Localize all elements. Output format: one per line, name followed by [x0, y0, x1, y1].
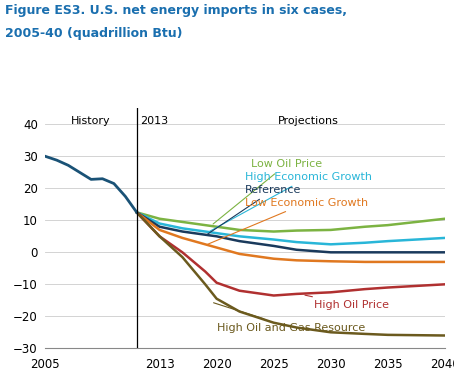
Text: 2005-40 (quadrillion Btu): 2005-40 (quadrillion Btu) [5, 27, 182, 40]
Text: History: History [71, 116, 111, 127]
Text: Low Economic Growth: Low Economic Growth [208, 198, 368, 244]
Text: High Oil Price: High Oil Price [305, 295, 389, 310]
Text: Reference: Reference [207, 185, 301, 234]
Text: Low Oil Price: Low Oil Price [213, 159, 322, 224]
Text: 2013: 2013 [140, 116, 168, 127]
Text: Projections: Projections [277, 116, 338, 127]
Text: High Economic Growth: High Economic Growth [210, 172, 372, 231]
Text: Figure ES3. U.S. net energy imports in six cases,: Figure ES3. U.S. net energy imports in s… [5, 4, 346, 17]
Text: High Oil and Gas Resource: High Oil and Gas Resource [213, 303, 365, 332]
